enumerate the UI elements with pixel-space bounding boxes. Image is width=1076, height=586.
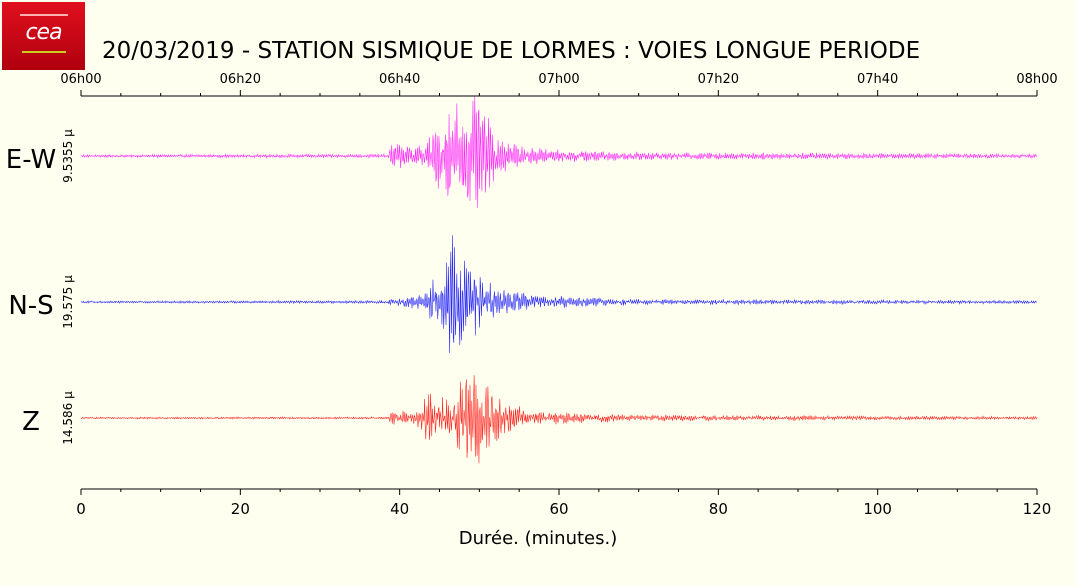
bottom-tick-label: 60 <box>549 500 568 518</box>
scale-label: 19.575 µ <box>61 275 75 329</box>
scale-label: 14.586 µ <box>61 391 75 445</box>
logo-decoration <box>20 14 68 16</box>
x-axis-label: Durée. (minutes.) <box>458 528 618 549</box>
bottom-tick-label: 0 <box>76 500 86 518</box>
top-tick-label: 07h00 <box>538 72 579 87</box>
top-tick-label: 08h00 <box>1016 72 1057 87</box>
cea-logo: cea <box>2 2 85 70</box>
channel-label: Z <box>22 407 40 437</box>
channel-label: N-S <box>8 291 53 321</box>
top-tick-label: 07h40 <box>857 72 898 87</box>
chart-title: 20/03/2019 - STATION SISMIQUE DE LORMES … <box>102 38 921 64</box>
bottom-tick-label: 100 <box>863 500 892 518</box>
top-tick-label: 06h20 <box>220 72 261 87</box>
trace-z <box>80 375 1038 464</box>
top-tick-label: 06h00 <box>60 72 101 87</box>
channel-label: E-W <box>6 145 56 175</box>
top-tick-label: 06h40 <box>379 72 420 87</box>
trace-ns <box>80 235 1038 354</box>
logo-text: cea <box>25 20 62 45</box>
bottom-tick-label: 80 <box>709 500 728 518</box>
scale-label: 9.5355 µ <box>61 129 75 183</box>
bottom-tick-label: 120 <box>1023 500 1052 518</box>
top-tick-label: 07h20 <box>698 72 739 87</box>
trace-ew <box>80 96 1038 208</box>
bottom-tick-label: 40 <box>390 500 409 518</box>
logo-underline <box>22 51 66 53</box>
bottom-tick-label: 20 <box>231 500 250 518</box>
